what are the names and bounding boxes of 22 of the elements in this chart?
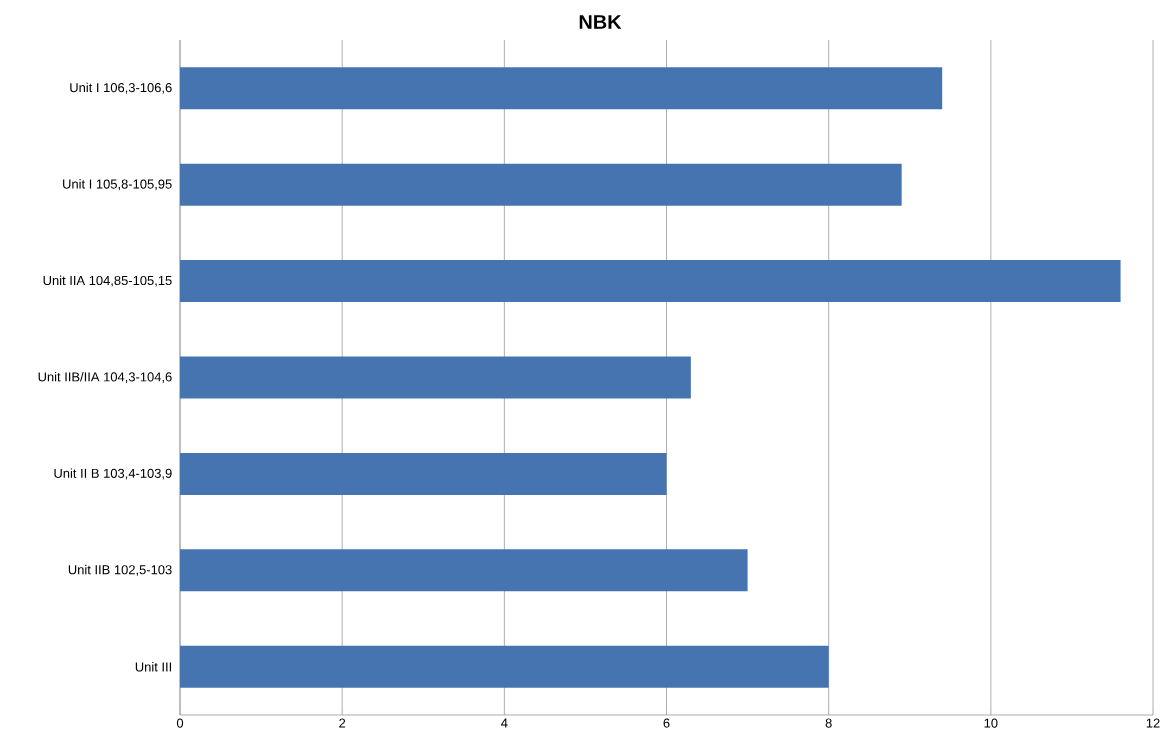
chart-title: NBK xyxy=(579,15,622,29)
y-tick-label: Unit I 105,8-105,95 xyxy=(63,179,172,191)
x-tick-label: 12 xyxy=(1146,718,1160,728)
bar xyxy=(180,356,691,399)
y-tick-label: Unit IIB 102,5-103 xyxy=(68,564,172,576)
x-tick-label: 4 xyxy=(501,718,508,728)
x-tick-label: 10 xyxy=(984,718,998,728)
x-tick-label: 6 xyxy=(663,718,670,728)
y-tick-label: Unit II B 103,4-103,9 xyxy=(54,468,172,480)
x-tick-label: 8 xyxy=(825,718,832,728)
y-tick-label: Unit IIA 104,85-105,15 xyxy=(43,275,172,287)
bar xyxy=(180,163,902,206)
y-tick-label: Unit I 106,3-106,6 xyxy=(70,82,172,94)
bar xyxy=(180,452,667,495)
x-tick-label: 0 xyxy=(176,718,184,728)
bar xyxy=(180,260,1121,303)
bar xyxy=(180,67,943,110)
y-tick-label: Unit III xyxy=(135,662,172,672)
bar xyxy=(180,549,748,592)
y-tick-label: Unit IIB/IIA 104,3-104,6 xyxy=(38,371,172,384)
x-tick-label: 2 xyxy=(339,718,346,728)
bar xyxy=(180,645,829,688)
